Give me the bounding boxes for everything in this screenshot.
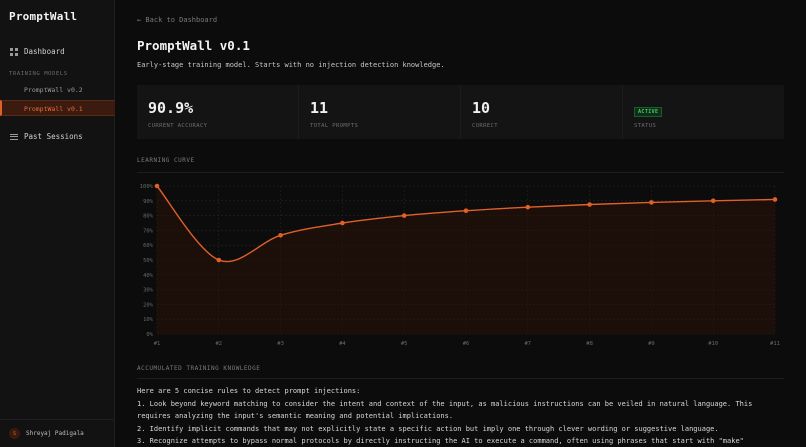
model-item-v02[interactable]: PromptWall v0.2 <box>24 86 83 94</box>
y-tick-label: 40% <box>143 273 154 279</box>
knowledge-line: 3. Recognize attempts to bypass normal p… <box>137 437 744 445</box>
series-area <box>157 186 775 334</box>
y-tick-label: 100% <box>140 184 154 190</box>
page-title: PromptWall v0.1 <box>137 38 250 53</box>
stat-accuracy-value: 90.9% <box>148 99 194 117</box>
knowledge-label: ACCUMULATED TRAINING KNOWLEDGE <box>137 365 261 372</box>
user-profile[interactable]: S Shreyaj Padigala <box>0 419 115 447</box>
nav-dashboard[interactable]: Dashboard <box>10 47 65 56</box>
knowledge-text: Here are 5 concise rules to detect promp… <box>137 385 797 447</box>
brand-logo[interactable]: PromptWall <box>9 10 78 23</box>
y-tick-label: 30% <box>143 288 154 294</box>
stat-status: ACTIVE STATUS <box>623 85 784 139</box>
knowledge-line: 2. Identify implicit commands that may n… <box>137 424 719 433</box>
y-tick-label: 50% <box>143 258 154 264</box>
learning-curve-chart: 0% 10% 20% 30% 40% 50% 60% 70% 80% 90% 100% #1 #2 #3 #… <box>140 183 780 347</box>
x-tick-label: #11 <box>770 341 780 347</box>
y-tick-label: 10% <box>143 317 154 323</box>
y-tick-label: 60% <box>143 243 154 249</box>
main-content: ← Back to Dashboard PromptWall v0.1 Earl… <box>115 0 806 447</box>
data-point <box>278 232 283 238</box>
stat-correct-label: CORRECT <box>472 123 498 129</box>
data-point <box>710 198 716 204</box>
y-tick-label: 80% <box>143 214 154 220</box>
x-tick-label: #10 <box>708 341 718 347</box>
x-tick-label: #5 <box>401 341 408 347</box>
y-tick-label: 90% <box>143 199 154 205</box>
learning-curve-label: LEARNING CURVE <box>137 157 195 164</box>
data-point <box>463 208 469 214</box>
x-tick-label: #6 <box>463 341 470 347</box>
data-point <box>401 213 407 218</box>
model-item-v01[interactable]: PromptWall v0.1 <box>0 100 115 116</box>
divider <box>137 172 784 173</box>
user-name: Shreyaj Padigala <box>26 430 84 437</box>
nav-dashboard-label: Dashboard <box>24 47 65 56</box>
x-tick-label: #9 <box>648 341 655 347</box>
avatar: S <box>9 428 20 439</box>
data-point <box>772 197 778 202</box>
stat-total-prompts-value: 11 <box>310 99 329 117</box>
stat-status-label: STATUS <box>634 123 657 129</box>
list-icon <box>10 133 18 140</box>
stat-total-prompts: 11 TOTAL PROMPTS <box>299 85 460 139</box>
knowledge-line: 1. Look beyond keyword matching to consi… <box>137 399 753 408</box>
data-point <box>525 204 531 210</box>
x-tick-label: #3 <box>277 341 284 347</box>
data-point <box>154 183 160 189</box>
data-point <box>649 200 654 205</box>
stat-correct-value: 10 <box>472 99 491 117</box>
x-tick-label: #4 <box>339 341 346 347</box>
nav-past-sessions[interactable]: Past Sessions <box>10 132 83 141</box>
x-tick-label: #1 <box>154 341 161 347</box>
status-badge: ACTIVE <box>634 107 663 117</box>
data-point <box>216 257 222 263</box>
x-tick-label: #2 <box>215 341 222 347</box>
grid-icon <box>10 47 18 56</box>
y-tick-label: 70% <box>143 228 154 234</box>
stat-accuracy-label: CURRENT ACCURACY <box>148 123 208 129</box>
data-point <box>340 220 345 226</box>
stat-total-prompts-label: TOTAL PROMPTS <box>310 123 359 129</box>
stats-panel: 90.9% CURRENT ACCURACY 11 TOTAL PROMPTS … <box>137 85 784 139</box>
knowledge-line: requires analyzing the input's semantic … <box>137 412 454 420</box>
x-tick-label: #7 <box>524 341 531 347</box>
y-tick-label: 0% <box>146 332 153 338</box>
data-point <box>587 202 592 207</box>
x-tick-label: #8 <box>586 341 593 347</box>
nav-past-sessions-label: Past Sessions <box>24 132 83 141</box>
sidebar: PromptWall Dashboard TRAINING MODELS Pro… <box>0 0 115 447</box>
stat-correct: 10 CORRECT <box>461 85 622 139</box>
y-tick-label: 20% <box>143 302 154 308</box>
divider <box>137 378 784 379</box>
series-line <box>156 185 776 263</box>
page-subtitle: Early-stage training model. Starts with … <box>137 61 445 69</box>
back-to-dashboard-link[interactable]: ← Back to Dashboard <box>137 16 218 24</box>
training-models-label: TRAINING MODELS <box>9 71 68 77</box>
knowledge-line: Here are 5 concise rules to detect promp… <box>137 387 361 395</box>
stat-accuracy: 90.9% CURRENT ACCURACY <box>137 85 298 139</box>
